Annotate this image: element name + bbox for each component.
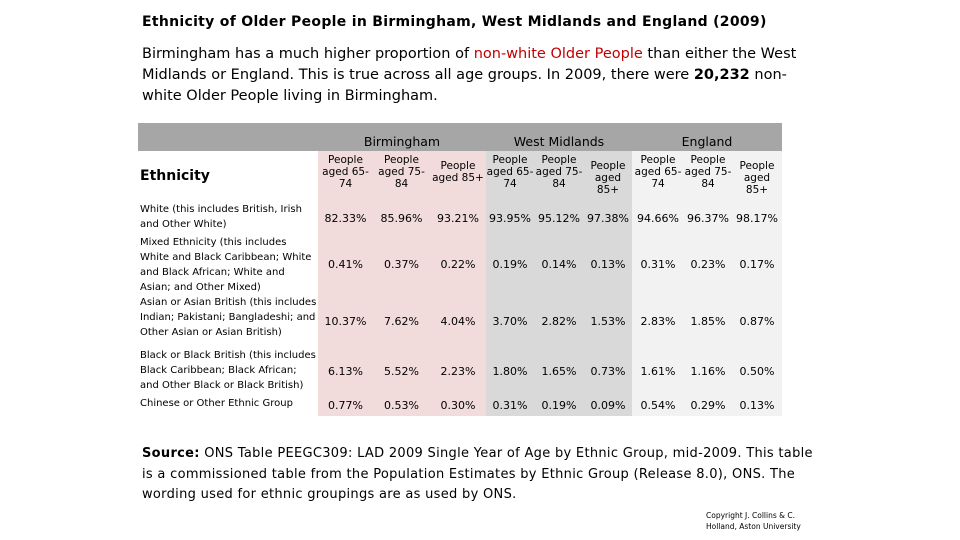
table-cell: 0.22% [440, 258, 476, 271]
column-shade-west-midlands [486, 151, 632, 416]
table-cell: 3.70% [492, 314, 528, 328]
table-cell: 6.13% [328, 365, 363, 378]
column-header: People aged 65-74 [634, 154, 682, 190]
column-header: People aged 75-84 [684, 154, 732, 190]
source-note: Source: ONS Table PEEGC309: LAD 2009 Sin… [142, 444, 822, 506]
table-cell: 0.73% [590, 365, 626, 378]
table-cell: 1.53% [590, 314, 626, 328]
row-label: Mixed Ethnicity (this includes White and… [140, 237, 312, 293]
intro-highlight: non-white Older People [473, 46, 643, 62]
column-header: People aged 65-74 [322, 154, 369, 190]
group-header-west-midlands: West Midlands [486, 123, 632, 151]
group-band-england [632, 123, 782, 151]
group-header-birmingham: Birmingham [318, 123, 486, 151]
column-shade-birmingham [318, 151, 486, 416]
table-cell: 1.61% [640, 365, 676, 378]
copyright-line-1: Copyright J. Collins & C. [706, 511, 795, 520]
row-label: White (this includes British, Irish and … [140, 204, 302, 230]
intro-text-1: Birmingham has a much higher proportion … [142, 46, 474, 62]
table-cell: 0.31% [492, 399, 528, 412]
table-cell: 96.37% [687, 211, 729, 225]
table-cell: 0.29% [690, 399, 726, 412]
table-cell: 1.85% [690, 314, 726, 328]
table-cell: 0.19% [541, 399, 577, 412]
intro-number: 20,232 [693, 67, 750, 83]
group-label: West Midlands [513, 134, 605, 149]
intro-paragraph: Birmingham has a much higher proportion … [142, 44, 812, 107]
table-cell: 0.17% [739, 258, 775, 271]
table-cell: 2.23% [440, 365, 476, 378]
table-cell: 93.21% [437, 211, 479, 225]
group-band-west-midlands [486, 123, 632, 151]
table-cell: 1.16% [690, 365, 726, 378]
ethnicity-table: Ethnicity Birmingham West Midlands England… [138, 123, 782, 416]
row-label: Black or Black British (this includes Bl… [140, 350, 316, 391]
table-cell: 0.41% [328, 258, 363, 271]
page-title: Ethnicity of Older People in Birmingham,… [142, 14, 767, 30]
table-cell: 2.83% [640, 314, 676, 328]
table-cell: 1.80% [492, 365, 528, 378]
table-cell: 95.12% [538, 211, 580, 225]
table-cell: 10.37% [324, 314, 367, 328]
table-cell: 4.04% [440, 314, 476, 328]
table-cell: 97.38% [587, 211, 629, 225]
table-cell: 1.65% [541, 365, 577, 378]
table-cell: 0.19% [492, 258, 528, 271]
group-header-england: England [632, 123, 782, 151]
column-header: People aged 85+ [739, 160, 775, 196]
copyright-line-2: Holland, Aston University [706, 522, 801, 531]
intro-text-2: than either the West Midlands or England… [142, 46, 797, 83]
intro-text-3: non-white Older People living in Birming… [142, 67, 787, 104]
row-header-ethnicity: Ethnicity [140, 168, 210, 184]
column-header: People aged 75-84 [378, 154, 425, 190]
table-cell: 0.14% [541, 258, 577, 271]
table-cell: 0.53% [384, 399, 419, 412]
table-cell: 0.37% [384, 258, 419, 271]
table-cell: 93.95% [489, 211, 531, 225]
source-text: ONS Table PEEGC309: LAD 2009 Single Year… [142, 446, 813, 502]
table-cell: 5.52% [384, 365, 419, 378]
table-cell: 0.09% [590, 399, 626, 412]
table-cell: 98.17% [736, 211, 778, 225]
table-cell: 82.33% [324, 211, 367, 225]
table-cell: 2.82% [541, 314, 577, 328]
table-cell: 0.77% [328, 399, 363, 412]
source-label: Source: [142, 446, 200, 461]
column-header: People aged 85+ [590, 160, 626, 196]
group-label: England [681, 134, 733, 149]
table-cell: 0.23% [690, 258, 726, 271]
table-cell: 0.13% [739, 399, 775, 412]
table-cell: 0.54% [640, 399, 676, 412]
table-cell: 85.96% [380, 211, 423, 225]
table-cell: 94.66% [637, 211, 679, 225]
column-header: People aged 85+ [432, 160, 484, 184]
column-header: People aged 65-74 [486, 154, 534, 190]
table-cell: 0.30% [440, 399, 476, 412]
column-header: People aged 75-84 [535, 154, 583, 190]
row-label: Chinese or Other Ethnic Group [140, 398, 293, 409]
column-shade-england [632, 151, 782, 416]
group-band-birmingham [138, 123, 486, 151]
table-cell: 7.62% [384, 314, 419, 328]
table-cell: 0.87% [739, 314, 775, 328]
row-label: Asian or Asian British (this includes In… [140, 297, 317, 338]
group-label: Birmingham [363, 134, 441, 149]
copyright-note: Copyright J. Collins & C. Holland, Aston… [706, 510, 801, 532]
table-cell: 0.50% [739, 365, 775, 378]
table-cell: 0.13% [590, 258, 626, 271]
table-cell: 0.31% [640, 258, 676, 271]
